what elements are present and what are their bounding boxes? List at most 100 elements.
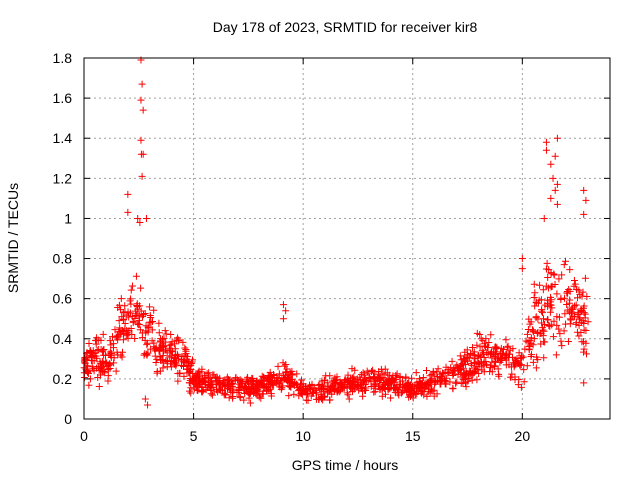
data-point [575,321,583,329]
data-point [326,396,334,404]
data-point [157,356,165,364]
data-point [545,266,553,274]
data-point [213,373,221,381]
data-point [146,303,154,311]
data-point [572,301,580,309]
data-point [282,307,290,315]
data-point [142,214,150,222]
data-point [345,395,353,403]
data-point [126,309,134,317]
data-point [568,310,576,318]
data-point [116,328,124,336]
data-point [469,344,477,352]
data-point [297,390,305,398]
data-point [580,348,588,356]
data-point [566,287,574,295]
data-point [416,375,424,383]
data-point [552,351,560,359]
data-point [101,369,109,377]
data-point [422,367,430,375]
data-point [162,330,170,338]
data-point [473,376,481,384]
data-point [264,375,272,383]
data-point [341,376,349,384]
data-point [99,346,107,354]
data-point [539,286,547,294]
data-point [138,80,146,88]
data-point [496,358,504,366]
data-point [482,357,490,365]
data-point [127,324,135,332]
data-point [199,386,207,394]
data-point [401,384,409,392]
data-point [408,374,416,382]
data-point [563,289,571,297]
data-point [225,394,233,402]
data-point [401,383,409,391]
data-point [139,311,147,319]
data-point [529,358,537,366]
data-point [86,346,94,354]
data-point [392,384,400,392]
data-point [359,392,367,400]
data-point [409,382,417,390]
data-point [507,363,515,371]
data-point [561,257,569,265]
data-point [170,340,178,348]
data-point [417,381,425,389]
data-point [129,318,137,326]
data-point [159,352,167,360]
data-point [260,380,268,388]
data-point [177,355,185,363]
data-point [479,337,487,345]
y-axis-label: SRMTID / TECUs [5,183,21,293]
data-point [240,386,248,394]
data-point [560,327,568,335]
data-point [175,337,183,345]
data-point [353,383,361,391]
y-tick-label: 0 [64,411,72,427]
data-point [473,341,481,349]
data-point [384,381,392,389]
data-point [153,369,161,377]
data-point [148,326,156,334]
data-point [137,307,145,315]
data-point [279,371,287,379]
data-point [539,326,547,334]
data-point [107,341,115,349]
data-point [527,318,535,326]
data-point [136,218,144,226]
data-point [318,381,326,389]
data-point [580,379,588,387]
data-point [258,372,266,380]
data-point [582,350,590,358]
data-point [550,317,558,325]
data-point [128,282,136,290]
data-point [376,386,384,394]
data-point [260,373,268,381]
data-point [467,369,475,377]
data-point [474,357,482,365]
data-point [553,290,561,298]
data-point [553,180,561,188]
data-point [481,340,489,348]
data-point [353,376,361,384]
data-point [139,106,147,114]
data-point [520,378,528,386]
data-point [302,396,310,404]
data-point [387,394,395,402]
data-point [106,365,114,373]
data-point [125,313,133,321]
data-point [146,312,154,320]
data-point [473,329,481,337]
data-point [499,351,507,359]
data-point [196,375,204,383]
data-point [543,259,551,267]
data-point [398,388,406,396]
data-point [111,326,119,334]
data-point [460,374,468,382]
data-point [244,389,252,397]
data-point [217,386,225,394]
data-point [207,387,215,395]
data-point [138,329,146,337]
